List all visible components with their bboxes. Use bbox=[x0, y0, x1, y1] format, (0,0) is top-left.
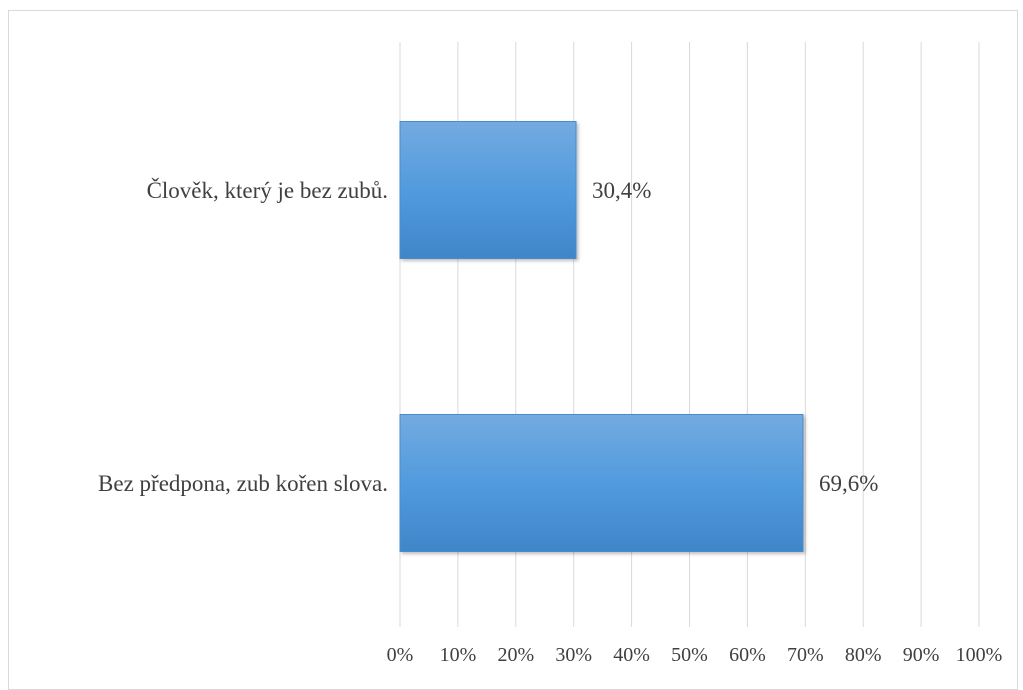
bar bbox=[399, 121, 577, 259]
bar bbox=[399, 414, 804, 552]
x-tick-label: 70% bbox=[787, 644, 824, 666]
x-tick-label: 50% bbox=[671, 644, 708, 666]
x-tick-label: 90% bbox=[903, 644, 940, 666]
category-label: Bez předpona, zub kořen slova. bbox=[98, 471, 388, 496]
labels: 0% 10% 20% 30% 40% 50% 60% 70% 80% 90% 100% Člověk,… bbox=[98, 177, 1002, 666]
x-tick-label: 20% bbox=[497, 644, 534, 666]
category-label: Člověk, který je bez zubů. bbox=[147, 177, 388, 203]
data-label: 30,4% bbox=[592, 178, 651, 203]
x-tick-label: 0% bbox=[387, 644, 414, 666]
x-tick-label: 80% bbox=[845, 644, 882, 666]
x-tick-label: 100% bbox=[956, 644, 1003, 666]
x-tick-label: 30% bbox=[555, 644, 592, 666]
bar-chart: 0% 10% 20% 30% 40% 50% 60% 70% 80% 90% 100% Člověk,… bbox=[98, 42, 1002, 666]
data-label: 69,6% bbox=[819, 471, 878, 496]
bars bbox=[399, 121, 804, 552]
x-tick-label: 40% bbox=[613, 644, 650, 666]
x-tick-label: 10% bbox=[440, 644, 477, 666]
x-tick-label: 60% bbox=[729, 644, 766, 666]
